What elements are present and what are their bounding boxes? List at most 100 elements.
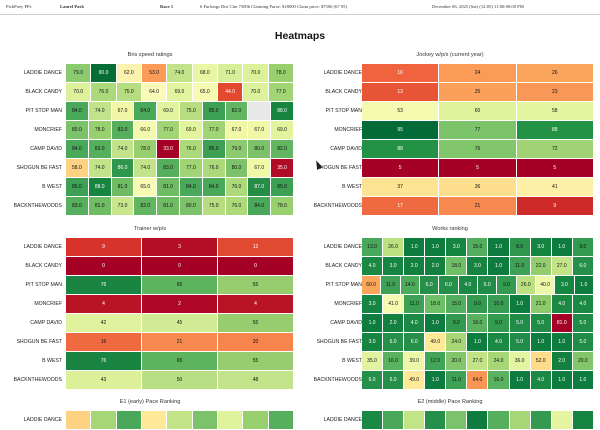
heatmap-cell: 55 (218, 314, 293, 332)
heatmap-cell: 11.0 (509, 257, 530, 275)
heatmap-cell (446, 411, 467, 429)
heatmap-cell: 5.0 (572, 333, 593, 351)
horse-label: BLACK CANDY (25, 89, 62, 95)
panel-title: Works ranking (432, 226, 468, 232)
heatmap-cell (551, 411, 572, 429)
heatmap-cell: 39.0 (404, 352, 425, 370)
track-name: Laurel Park (60, 4, 85, 9)
heatmap-cells: 88 76 72 (362, 140, 594, 158)
heatmap-cell: 1.0 (488, 257, 509, 275)
heatmap-cell: 5.0 (572, 314, 593, 332)
heatmap-cell: 84.0 (179, 178, 202, 196)
heatmap-cell (91, 411, 116, 429)
heatmap-cell: 76.0 (91, 83, 116, 101)
heatmap-cell: 2.0 (404, 257, 425, 275)
heatmap-cell: 65 (142, 276, 217, 294)
heatmap-cell: 14.0 (400, 276, 419, 294)
heatmap-cell: 6.0 (419, 276, 439, 294)
heatmap-cell: 22.0 (530, 257, 551, 275)
heatmap-cell: 4.0 (572, 295, 593, 313)
heatmap-cell: 3.0 (530, 238, 551, 256)
heatmap-cell: 2.0 (425, 257, 446, 275)
heatmap-cell: 16.0 (383, 352, 404, 370)
heatmap-row: MONCRIEF 80.0 78.0 83.0 66.0 77.0 69.0 77.0 67.0… (0, 121, 300, 140)
heatmap-cells: 37 36 41 (362, 178, 594, 196)
horse-label: SHOGUN BE FAST (16, 339, 62, 345)
horse-label: LADDIE DANCE (23, 417, 62, 423)
heatmap-cells: 13.0 26.0 1.0 1.0 3.0 15.0 1.0 8.0 3.0 1.0 9.0 (362, 238, 594, 256)
heatmap-cell: 84.0 (248, 197, 271, 215)
heatmap-cell: 41.0 (383, 295, 404, 313)
heatmap-cell (509, 411, 530, 429)
heatmap-cell (362, 411, 383, 429)
heatmap-row: BACKNTHEWOODS 17 21 9 (300, 197, 600, 216)
heatmap-cell: 90.0 (91, 64, 116, 82)
heatmap-cell: 67.0 (248, 121, 271, 139)
heatmap-cell: 24.0 (446, 333, 467, 351)
horse-label: BACKNTHEWOODS (313, 377, 362, 383)
horse-label: BACKNTHEWOODS (313, 203, 362, 209)
heatmap-cell: 3.0 (555, 276, 574, 294)
heatmap-cell: 1.0 (551, 333, 572, 351)
heatmap-row: BACKNTHEWOODS 6.0 6.0 49.0 1.0 11.0 64.0 16.0 1.… (300, 371, 600, 390)
heatmap-cell: 4 (218, 295, 293, 313)
heatmap-cell: 6.0 (439, 276, 458, 294)
heatmap-cell: 3.0 (383, 257, 404, 275)
heatmap-cell: 9 (66, 238, 141, 256)
heatmap-cell: 16 (66, 333, 141, 351)
heatmap-cell: 0 (142, 257, 217, 275)
e1-pace-heatmap: E1 (early) Pace Ranking LADDIE DANCE (0, 399, 300, 429)
heatmap-cell: 81.0 (157, 197, 179, 215)
heatmap-cell (248, 102, 271, 120)
heatmap-cell: 10.0 (488, 295, 509, 313)
heatmap-cell: 26 (516, 64, 593, 82)
heatmap-cell: 21.0 (530, 295, 551, 313)
heatmap-cell: 20.0 (446, 352, 467, 370)
heatmap-cell: 66.0 (134, 121, 157, 139)
heatmap-cell: 81.0 (551, 314, 572, 332)
heatmap-cell: 69.0 (179, 121, 202, 139)
heatmap-row: PIT STOP MAN 84.0 74.0 67.0 84.0 69.0 75.0 85.0… (0, 102, 300, 121)
heatmap-cell: 2.0 (551, 352, 572, 370)
heatmap-cell: 80.0 (66, 121, 88, 139)
heatmap-cell: 74.0 (111, 140, 134, 158)
horse-label: SHOGUN BE FAST (16, 165, 62, 171)
heatmap-cell: 5.0 (530, 314, 551, 332)
heatmap-cell: 5 (439, 159, 516, 177)
heatmap-cell: 70.0 (243, 64, 268, 82)
heatmap-cell (66, 411, 91, 429)
heatmap-cell: 79.0 (66, 64, 91, 82)
horse-label: CAMP DAVID (30, 320, 62, 326)
heatmap-cell: 60 (439, 102, 516, 120)
heatmap-cells: 1.0 2.0 4.0 1.0 9.0 16.0 9.0 5.0 5.0 81.0 5.0 (362, 314, 594, 332)
heatmap-row: CAMP DAVID 84.0 83.0 74.0 78.0 33.0 76.0 85.0 79… (0, 140, 300, 159)
heatmap-cell (383, 411, 404, 429)
heatmap-cell (268, 411, 293, 429)
horse-label: BLACK CANDY (325, 263, 362, 269)
heatmap-cell: 18.0 (425, 295, 446, 313)
heatmap-cell: 23 (516, 83, 593, 101)
page-title: Heatmaps (274, 30, 326, 42)
app-name: PickPoey PPs (6, 4, 32, 9)
heatmap-cell: 82.0 (225, 102, 248, 120)
heatmap-cell: 9.0 (488, 314, 509, 332)
heatmap-cell: 84.0 (134, 102, 157, 120)
race-number: Race 1 (160, 4, 174, 9)
heatmap-cell: 95 (362, 121, 439, 139)
heatmap-cells: 85.0 88.0 81.0 65.0 81.0 84.0 84.0 76.0 87.0 85.0 (66, 178, 294, 196)
panel-title: Jockey w/p/s (current year) (416, 52, 484, 58)
heatmap-cell (141, 411, 167, 429)
horse-label: MONCRIEF (334, 127, 362, 133)
heatmap-cell: 79.0 (225, 140, 248, 158)
heatmap-cell: 1.0 (425, 314, 446, 332)
heatmap-cell: 5 (362, 159, 439, 177)
heatmap-cell: 75.0 (202, 197, 225, 215)
heatmap-cell: 58 (516, 102, 593, 120)
heatmap-cell: 81.0 (88, 197, 111, 215)
heatmap-cell: 11.0 (381, 276, 400, 294)
heatmap-cell: 88.0 (88, 178, 111, 196)
horse-label: BLACK CANDY (25, 263, 62, 269)
heatmap-cell: 4.0 (458, 276, 477, 294)
